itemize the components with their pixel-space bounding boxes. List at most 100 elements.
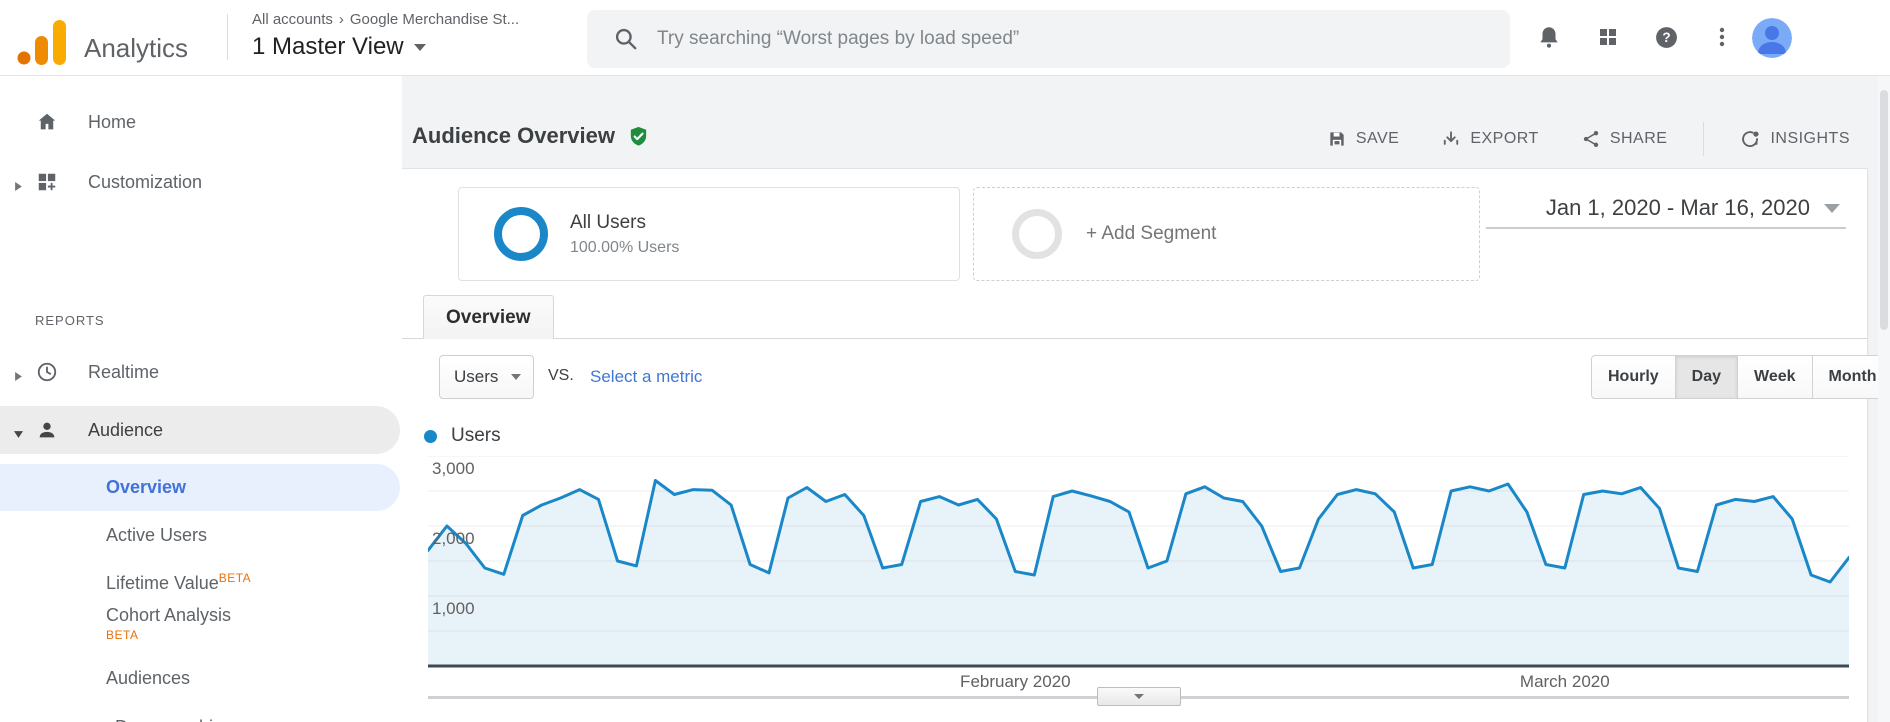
apps-grid-icon[interactable] (1596, 25, 1620, 49)
granularity-hourly-button[interactable]: Hourly (1591, 355, 1676, 399)
add-segment-label: + Add Segment (1086, 223, 1217, 244)
select-metric-link[interactable]: Select a metric (584, 366, 708, 388)
beta-badge: BETA (106, 628, 139, 642)
chevron-down-icon (14, 426, 23, 438)
chart-x-axis: February 2020 March 2020 (428, 672, 1849, 692)
svg-text:?: ? (1662, 30, 1670, 45)
tab-label: Overview (446, 306, 531, 328)
report-actions: SAVE EXPORT SHARE (1321, 122, 1856, 156)
app-header: Analytics All accounts › Google Merchand… (0, 0, 1890, 76)
x-tick-label: February 2020 (960, 672, 1071, 691)
beta-badge: BETA (218, 570, 252, 585)
breadcrumb-all-accounts[interactable]: All accounts (252, 11, 333, 28)
share-icon (1581, 129, 1601, 149)
page-title: Audience Overview (412, 123, 650, 149)
add-segment-button[interactable]: + Add Segment (973, 187, 1480, 281)
chart-legend: Users (424, 425, 501, 447)
sidebar-item-demographics[interactable]: Demographics (0, 703, 400, 722)
sidebar-item-label: Audience (88, 419, 164, 440)
analytics-logo[interactable] (16, 12, 82, 71)
chevron-right-icon (14, 368, 23, 381)
save-icon (1327, 129, 1347, 149)
search-icon (613, 26, 639, 52)
chevron-down-icon (1824, 203, 1840, 213)
insights-button[interactable]: INSIGHTS (1734, 128, 1856, 151)
granularity-day-button[interactable]: Day (1674, 355, 1739, 399)
sidebar-item-label: Active Users (106, 524, 208, 545)
sidebar-item-label: Realtime (88, 361, 160, 382)
date-range-picker[interactable]: Jan 1, 2020 - Mar 16, 2020 (1485, 193, 1846, 229)
notifications-bell-icon[interactable] (1536, 24, 1562, 50)
y-tick-label: 1,000 (432, 599, 475, 618)
segment-circle-icon (494, 207, 548, 261)
sidebar-item-label: Cohort Analysis (106, 605, 232, 625)
sidebar-item-audience[interactable]: Audience (0, 406, 400, 454)
analytics-logo-icon (17, 20, 66, 65)
sidebar-item-label: Lifetime Value (106, 572, 219, 593)
metric-selected: Users (454, 367, 499, 386)
view-selector[interactable]: 1 Master View (252, 33, 426, 61)
breadcrumb-separator-icon: › (338, 11, 344, 28)
view-name: 1 Master View (252, 33, 404, 60)
home-icon (36, 111, 58, 133)
chevron-down-icon (511, 374, 521, 380)
sidebar-item-home[interactable]: Home (0, 98, 400, 146)
save-label: SAVE (1355, 130, 1400, 147)
legend-label: Users (451, 425, 501, 446)
export-button[interactable]: EXPORT (1435, 128, 1545, 150)
chevron-right-icon (14, 178, 23, 191)
timeline-slider-handle[interactable] (1096, 687, 1181, 706)
segment-title: All Users (570, 211, 647, 233)
granularity-month-button[interactable]: Month (1811, 355, 1890, 399)
share-button[interactable]: SHARE (1575, 128, 1674, 150)
save-button[interactable]: SAVE (1321, 128, 1406, 150)
sidebar-item-audiences[interactable]: Audiences (0, 654, 400, 702)
export-download-icon (1441, 129, 1461, 149)
chevron-down-icon (413, 43, 426, 51)
legend-dot-icon (424, 429, 437, 443)
segment-all-users[interactable]: All Users 100.00% Users (458, 187, 960, 281)
sidebar-item-active-users[interactable]: Active Users (0, 511, 400, 559)
header-divider (227, 14, 228, 60)
scrollbar-thumb[interactable] (1880, 90, 1888, 330)
sidebar-item-label: Overview (106, 477, 187, 497)
insights-label: INSIGHTS (1770, 130, 1850, 147)
sidebar-item-customization[interactable]: Customization (0, 158, 400, 206)
sidebar-section-reports: REPORTS (35, 313, 105, 328)
customization-icon (36, 171, 58, 193)
page-title-text: Audience Overview (412, 123, 615, 148)
more-kebab-icon[interactable] (1710, 25, 1734, 49)
date-range-text: Jan 1, 2020 - Mar 16, 2020 (1545, 195, 1810, 220)
tab-rule (386, 338, 1867, 339)
tab-overview[interactable]: Overview (423, 295, 554, 339)
report-card: All Users 100.00% Users + Add Segment Ja… (385, 168, 1890, 722)
insights-icon (1740, 129, 1761, 150)
export-label: EXPORT (1470, 130, 1539, 147)
help-icon[interactable]: ? (1654, 25, 1679, 50)
sidebar-item-overview[interactable]: Overview (0, 464, 400, 511)
sidebar-item-realtime[interactable]: Realtime (0, 348, 400, 396)
search-bar[interactable] (587, 10, 1510, 68)
avatar[interactable] (1752, 18, 1792, 58)
actions-divider (1703, 122, 1705, 156)
sidebar-item-cohort-analysis[interactable]: Cohort Analysis BETA (0, 599, 400, 655)
chart-plot (426, 455, 1851, 668)
sidebar-item-label: Demographics (115, 717, 231, 722)
breadcrumb: All accounts › Google Merchandise St... (252, 11, 519, 28)
search-input[interactable] (655, 27, 1359, 51)
y-tick-label: 2,000 (432, 529, 475, 548)
sidebar-item-label: Audiences (106, 667, 191, 688)
y-tick-label: 3,000 (432, 459, 475, 478)
sidebar-item-lifetime-value[interactable]: Lifetime ValueBETA (0, 558, 400, 606)
granularity-week-button[interactable]: Week (1737, 355, 1813, 399)
granularity-control: Hourly Day Week Month (1591, 355, 1890, 399)
users-chart: 1,000 2,000 3,000 February 2020 March 2020 (426, 455, 1851, 718)
vertical-scrollbar[interactable] (1878, 75, 1890, 722)
segment-circle-icon (1012, 209, 1062, 259)
person-icon (36, 419, 58, 441)
segment-detail: 100.00% Users (570, 238, 680, 256)
breadcrumb-account[interactable]: Google Merchandise St... (349, 11, 520, 28)
share-label: SHARE (1609, 130, 1668, 147)
metric-dropdown[interactable]: Users (439, 355, 534, 399)
